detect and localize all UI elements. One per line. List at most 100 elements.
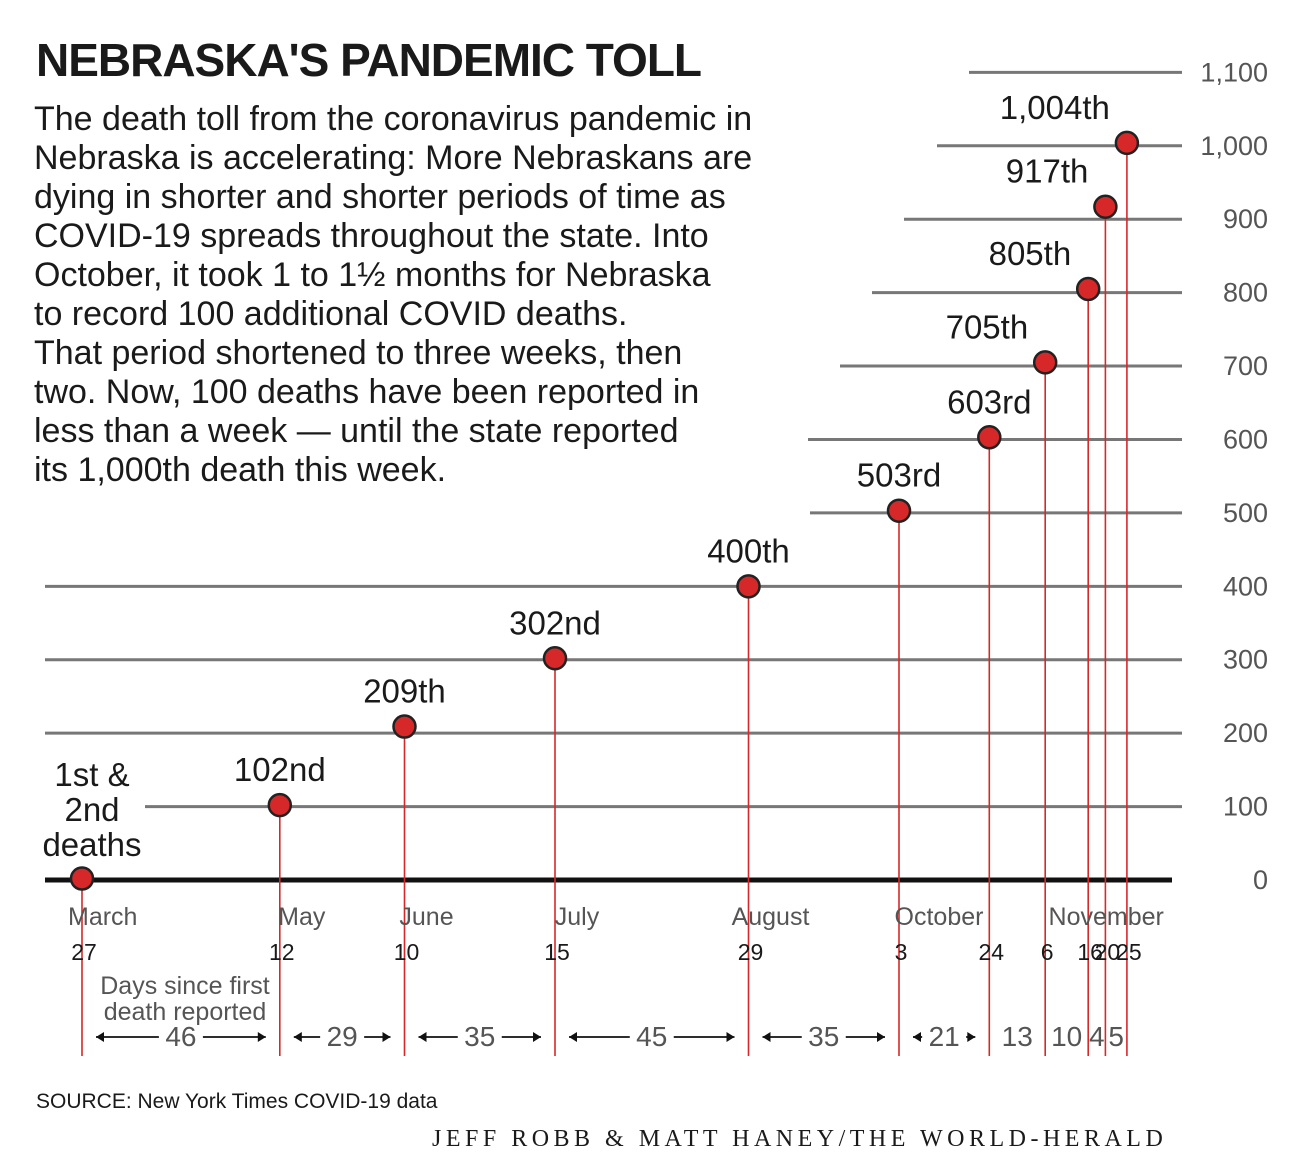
data-label: 503rd <box>857 457 941 494</box>
day-label: 15 <box>544 939 570 965</box>
day-label: 20 <box>1095 939 1121 965</box>
gap-arrow-head <box>913 1032 921 1042</box>
credit-line: JEFF ROBB & MATT HANEY/THE WORLD-HERALD <box>432 1126 1167 1152</box>
data-label: 400th <box>707 532 790 569</box>
y-tick-label: 100 <box>1223 792 1268 822</box>
gap-value: 4 <box>1089 1021 1105 1052</box>
gap-arrow-head <box>726 1032 735 1042</box>
data-label: deaths <box>42 826 141 863</box>
y-tick-label: 300 <box>1223 645 1268 675</box>
data-point <box>1093 194 1118 219</box>
month-labels: March May June July August October November <box>68 903 1164 931</box>
y-tick-label: 1,100 <box>1200 57 1268 87</box>
intro-line: its 1,000th death this week. <box>34 451 446 489</box>
data-point <box>1032 350 1058 375</box>
gap-arrow-head <box>418 1032 427 1042</box>
intro-text: The death toll from the coronavirus pand… <box>34 100 752 489</box>
day-label: 27 <box>71 939 97 965</box>
data-point <box>267 792 293 818</box>
gap-note: Days since first death reported <box>100 972 270 1026</box>
data-label: 1st & <box>54 756 129 793</box>
day-label: 24 <box>979 939 1005 965</box>
gap-value: 13 <box>1002 1021 1033 1052</box>
month-label: November <box>1049 903 1164 931</box>
gap-value: 35 <box>464 1021 495 1052</box>
gap-arrow-head <box>96 1032 104 1042</box>
y-tick-label: 1,000 <box>1200 131 1268 161</box>
gap-value: 29 <box>327 1021 358 1052</box>
month-label: June <box>399 903 453 931</box>
data-label: 102nd <box>234 751 326 788</box>
gap-note-line: Days since first <box>100 972 270 1000</box>
gap-arrow-head <box>967 1032 976 1042</box>
data-label: 603rd <box>947 383 1031 420</box>
day-label: 10 <box>394 939 420 965</box>
data-point <box>736 574 761 599</box>
intro-line: October, it took 1 to 1½ months for Nebr… <box>34 256 711 294</box>
gap-arrow-head <box>293 1032 302 1042</box>
data-point <box>392 714 417 739</box>
data-points <box>69 130 1140 891</box>
month-label: July <box>555 903 600 931</box>
day-label: 6 <box>1041 939 1054 965</box>
y-tick-label: 700 <box>1223 351 1268 381</box>
day-label: 16 <box>1077 939 1103 965</box>
stems <box>81 142 1128 1056</box>
gap-arrow-head <box>569 1032 577 1042</box>
gap-value: 45 <box>636 1021 667 1052</box>
data-label: 805th <box>989 235 1072 272</box>
y-tick-label: 900 <box>1223 204 1268 234</box>
y-tick-label: 0 <box>1253 865 1268 895</box>
data-point <box>69 866 95 891</box>
intro-line: COVID-19 spreads throughout the state. I… <box>34 217 709 255</box>
gap-value: 46 <box>165 1021 196 1052</box>
gap-arrow-head <box>257 1032 266 1042</box>
intro-line: That period shortened to three weeks, th… <box>34 334 682 372</box>
day-label: 25 <box>1116 939 1142 965</box>
month-label: October <box>895 903 984 931</box>
intro-line: less than a week — until the state repor… <box>34 412 678 450</box>
gap-value: 35 <box>808 1021 839 1052</box>
gap-value: 21 <box>929 1021 960 1052</box>
chart-title: NEBRASKA'S PANDEMIC TOLL <box>36 34 701 86</box>
month-label: May <box>278 903 326 931</box>
y-tick-label: 400 <box>1223 571 1268 601</box>
data-label: 2nd <box>64 791 119 828</box>
data-label: 1,004th <box>1000 89 1110 126</box>
data-point <box>1075 276 1101 302</box>
data-point <box>977 425 1002 450</box>
gap-arrow-head <box>877 1032 885 1042</box>
gap-arrow-head <box>533 1032 541 1042</box>
intro-line: dying in shorter and shorter periods of … <box>34 178 726 216</box>
gap-value: 5 <box>1108 1021 1124 1052</box>
data-point <box>542 646 568 671</box>
y-tick-label: 600 <box>1223 424 1268 454</box>
data-point <box>886 498 912 523</box>
data-label: 209th <box>363 673 446 710</box>
gap-labels: 46 29 35 45 35 21 13 10 4 5 <box>96 1021 1124 1052</box>
day-label: 12 <box>269 939 295 965</box>
gap-note-line: death reported <box>104 998 267 1026</box>
source-note: SOURCE: New York Times COVID-19 data <box>36 1090 438 1113</box>
y-tick-label: 200 <box>1223 718 1268 748</box>
y-tick-label: 500 <box>1223 498 1268 528</box>
data-label: 302nd <box>509 604 601 641</box>
data-label: 917th <box>1006 153 1089 190</box>
intro-line: The death toll from the coronavirus pand… <box>34 100 752 138</box>
gap-value: 10 <box>1051 1021 1082 1052</box>
intro-line: to record 100 additional COVID deaths. <box>34 295 627 333</box>
intro-line: Nebraska is accelerating: More Nebraskan… <box>34 139 752 177</box>
gap-arrow-head <box>382 1032 391 1042</box>
y-tick-label: 800 <box>1223 278 1268 308</box>
y-axis-ticks: 0 100 200 300 400 500 600 700 800 900 1,000 1,100 <box>1200 57 1268 895</box>
intro-line: two. Now, 100 deaths have been reported … <box>34 373 699 411</box>
data-label: 705th <box>946 308 1029 345</box>
data-point <box>1114 130 1140 156</box>
month-label: August <box>732 903 810 931</box>
day-label: 29 <box>738 939 764 965</box>
gap-arrow-head <box>762 1032 771 1042</box>
month-label: March <box>68 903 137 931</box>
